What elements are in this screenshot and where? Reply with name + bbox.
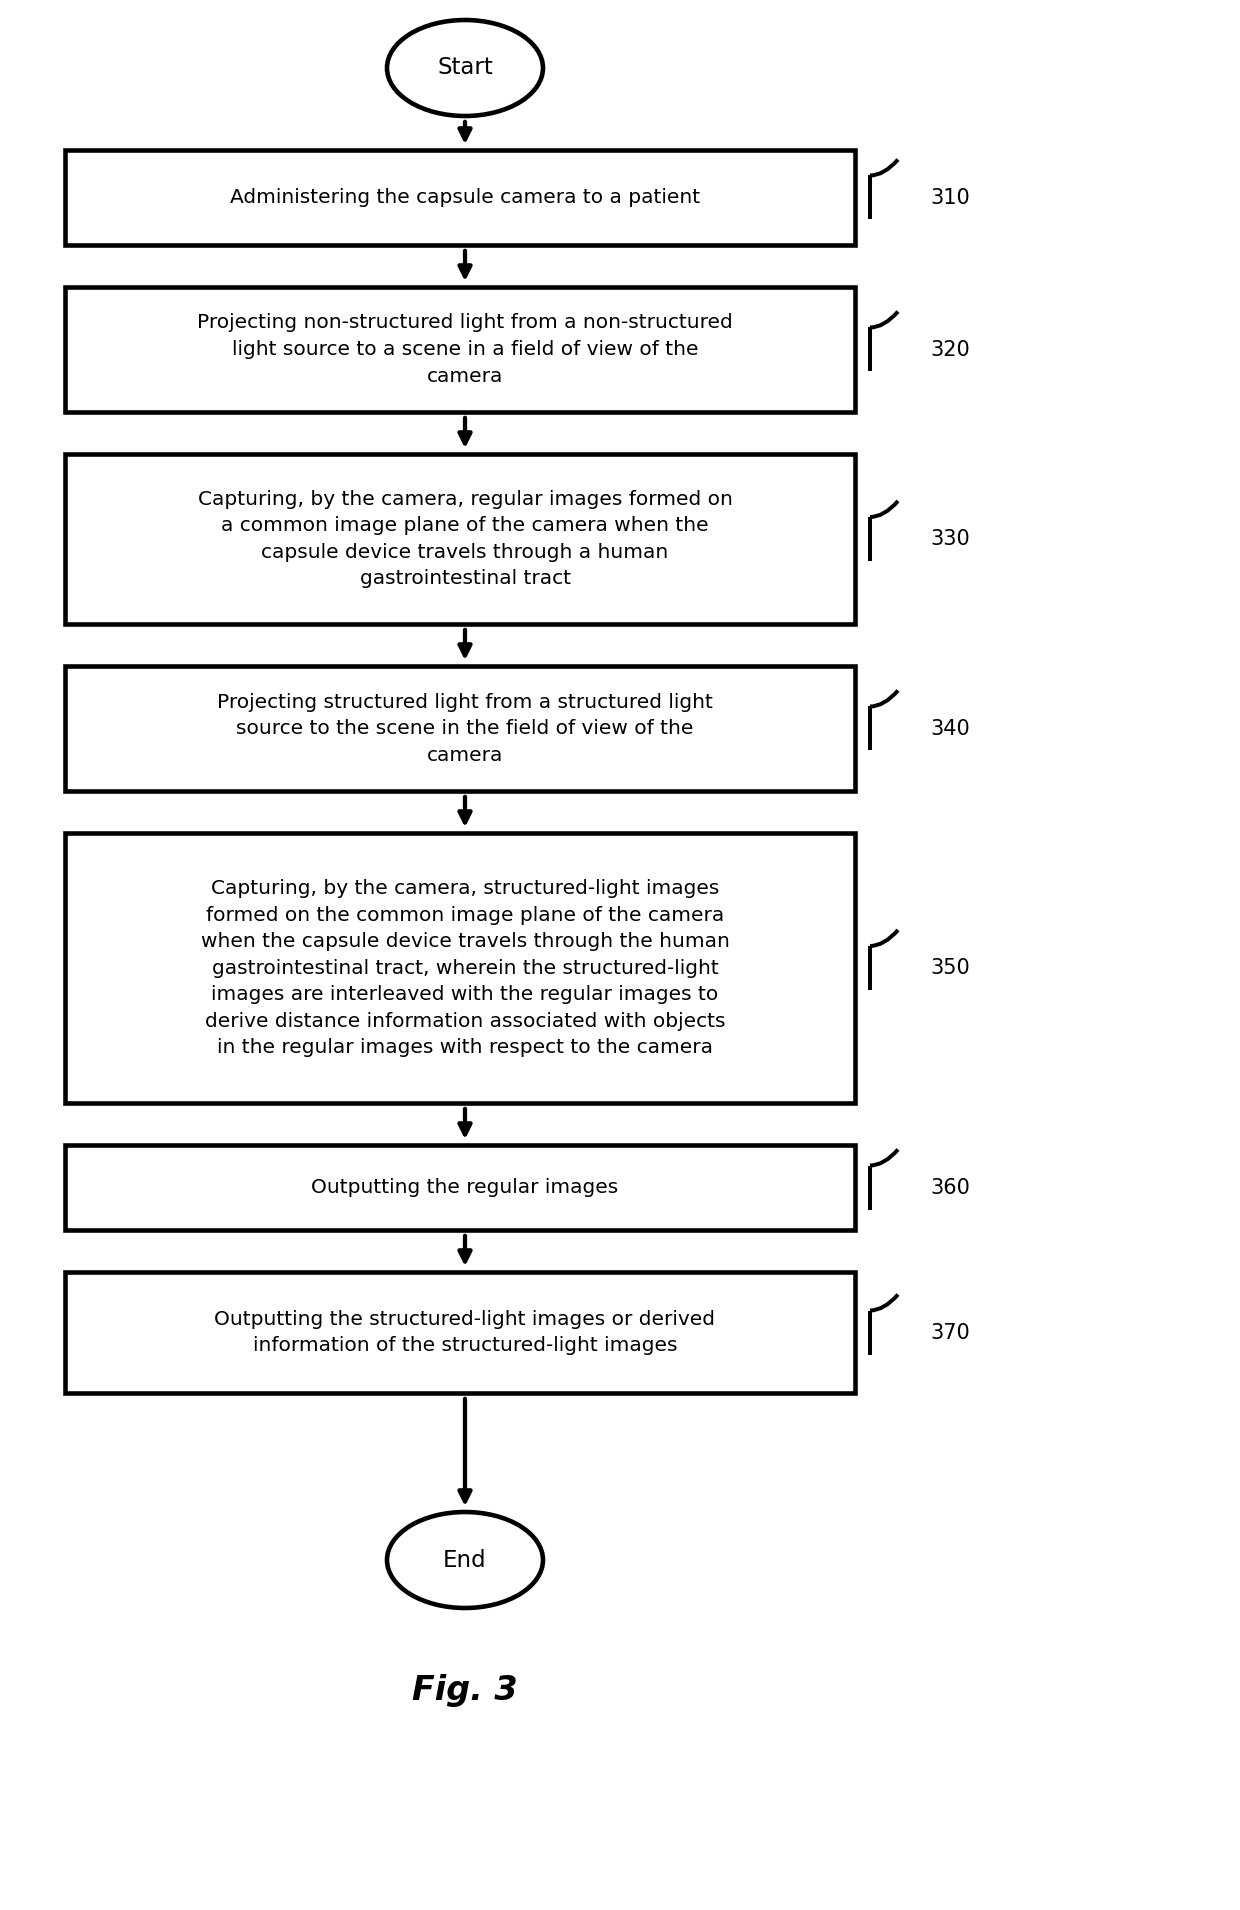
Bar xyxy=(64,667,856,791)
Text: Administering the capsule camera to a patient: Administering the capsule camera to a pa… xyxy=(229,187,701,206)
Text: Outputting the regular images: Outputting the regular images xyxy=(311,1178,619,1198)
Text: 340: 340 xyxy=(930,718,970,739)
Text: 360: 360 xyxy=(930,1177,970,1198)
Bar xyxy=(64,151,856,244)
Bar xyxy=(64,455,856,625)
Bar xyxy=(64,286,856,413)
Text: 370: 370 xyxy=(930,1322,970,1343)
Text: 320: 320 xyxy=(930,340,970,359)
Bar xyxy=(64,1144,856,1230)
Text: End: End xyxy=(443,1549,487,1572)
Text: Capturing, by the camera, regular images formed on
a common image plane of the c: Capturing, by the camera, regular images… xyxy=(197,489,733,588)
Text: Projecting non-structured light from a non-structured
light source to a scene in: Projecting non-structured light from a n… xyxy=(197,313,733,386)
Text: Start: Start xyxy=(438,57,492,80)
Bar xyxy=(64,1272,856,1392)
Text: 350: 350 xyxy=(930,959,970,978)
Text: Projecting structured light from a structured light
source to the scene in the f: Projecting structured light from a struc… xyxy=(217,693,713,764)
Text: Fig. 3: Fig. 3 xyxy=(412,1673,518,1706)
Text: Capturing, by the camera, structured-light images
formed on the common image pla: Capturing, by the camera, structured-lig… xyxy=(201,879,729,1056)
Bar xyxy=(64,833,856,1102)
Text: 310: 310 xyxy=(930,187,970,208)
Text: 330: 330 xyxy=(930,529,970,548)
Text: Outputting the structured-light images or derived
information of the structured-: Outputting the structured-light images o… xyxy=(215,1310,715,1356)
